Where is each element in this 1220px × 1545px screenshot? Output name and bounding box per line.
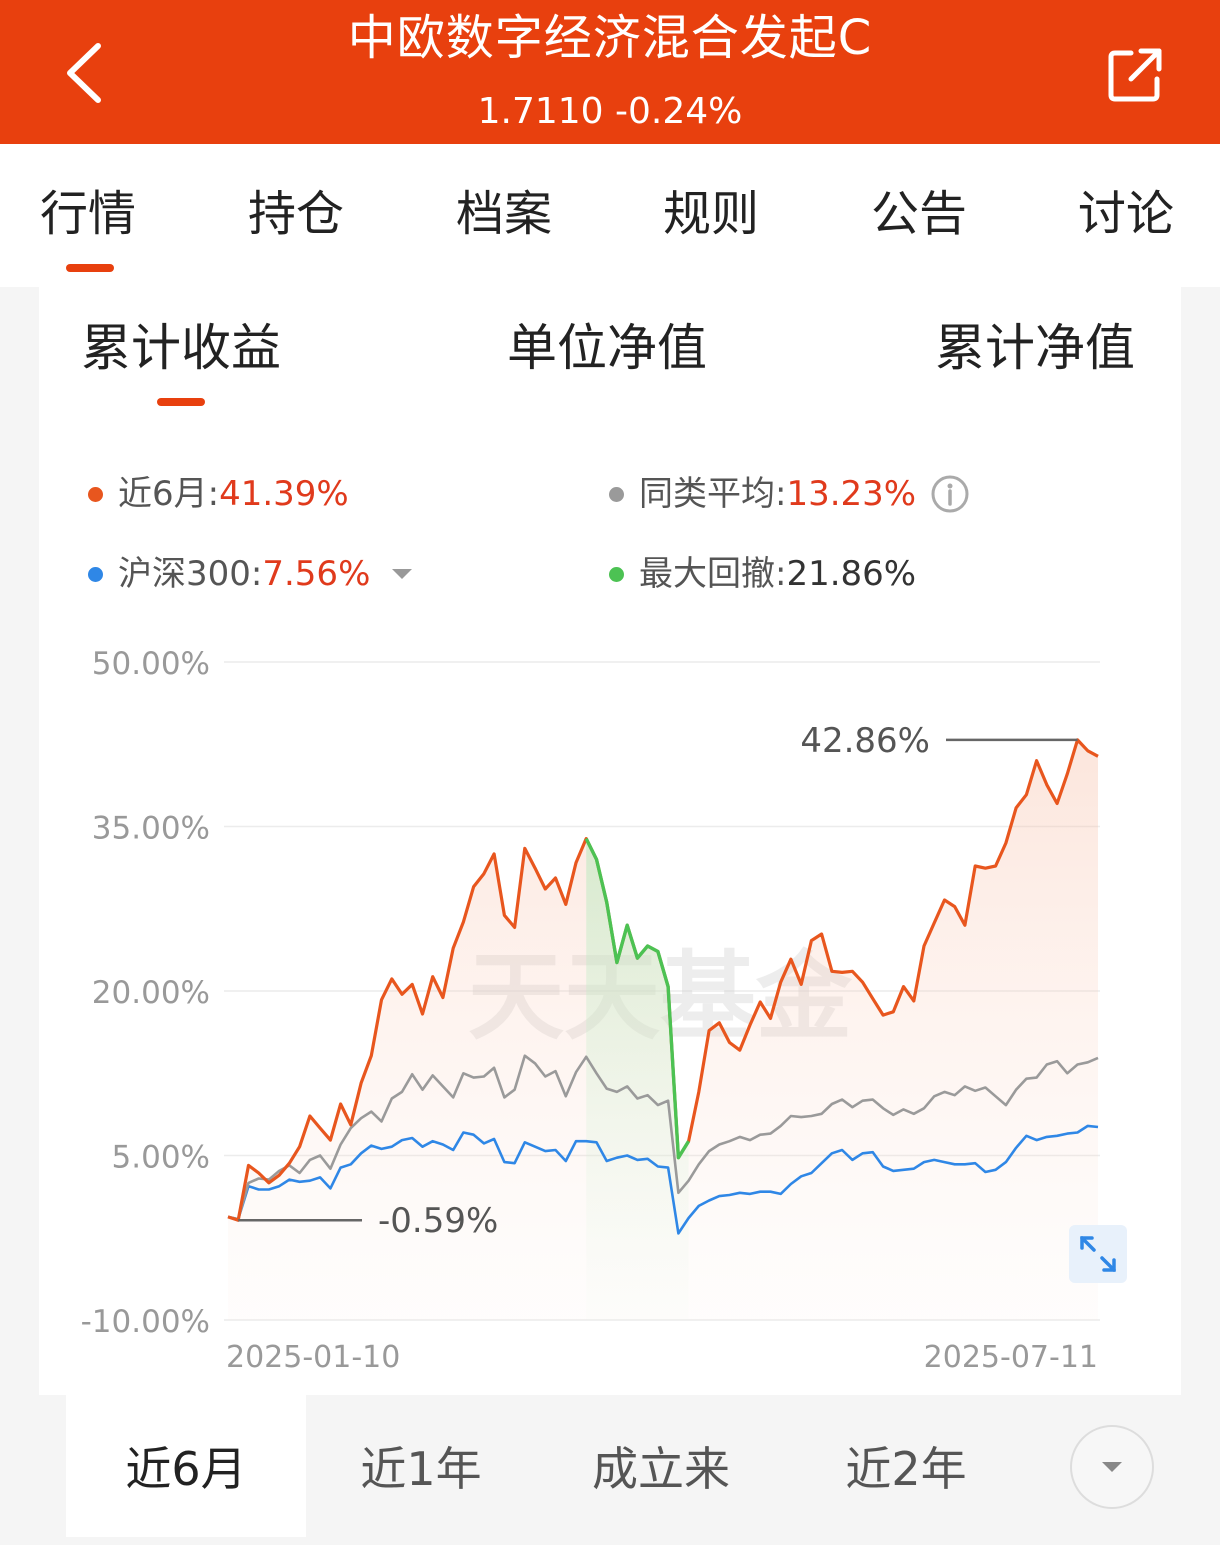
- legend-peer-label: 同类平均:: [639, 474, 787, 514]
- period-2y[interactable]: 近2年: [845, 1442, 967, 1496]
- expand-arrows-icon: [1080, 1236, 1116, 1272]
- peer-average-line: [227, 1054, 1099, 1221]
- tab-profile[interactable]: 档案: [456, 186, 553, 242]
- peer-dot: [609, 486, 624, 502]
- legend-drawdown-label: 最大回撤:: [639, 554, 787, 594]
- subtab-cumulative-nav[interactable]: 累计净值: [935, 319, 1135, 377]
- caret-down-icon[interactable]: [390, 567, 414, 581]
- top-tab-bar: 行情 持仓 档案 规则 公告 讨论: [0, 144, 1220, 287]
- page-title: 中欧数字经济混合发起C: [347, 10, 873, 66]
- expand-button[interactable]: [1069, 1225, 1127, 1283]
- period-6m[interactable]: 近6月: [66, 1395, 306, 1537]
- active-subtab-indicator: [157, 398, 205, 406]
- x-start-label: 2025-01-10: [226, 1340, 400, 1375]
- period-since-inception[interactable]: 成立来: [592, 1442, 730, 1496]
- period-selector: 近6月 近1年 成立来 近2年: [0, 1395, 1220, 1545]
- legend-index[interactable]: 沪深300: 7.56%: [88, 552, 414, 596]
- subtab-unit-nav[interactable]: 单位净值: [507, 319, 707, 377]
- legend-fund-label: 近6月:: [118, 474, 220, 514]
- return-chart[interactable]: 天天基金 42.86%-0.59% 50.00%35.00%20.00%5.00…: [0, 0, 1220, 1395]
- chevron-left-icon: [67, 43, 101, 103]
- y-tick-label: 20.00%: [92, 975, 210, 1011]
- drawdown-area: [586, 838, 689, 1320]
- index-dot: [88, 566, 103, 582]
- tab-rules[interactable]: 规则: [663, 186, 760, 242]
- y-tick-label: 50.00%: [92, 646, 210, 682]
- y-tick-label: 35.00%: [92, 811, 210, 847]
- legend-fund-value: 41.39%: [219, 474, 349, 514]
- more-periods-button[interactable]: [1070, 1425, 1154, 1509]
- legend-peer: 同类平均: 13.23%: [609, 472, 970, 516]
- tab-announcements[interactable]: 公告: [871, 186, 968, 242]
- y-tick-label: -10.00%: [81, 1304, 210, 1340]
- max-return-label: 42.86%: [800, 721, 930, 761]
- legend-drawdown-value: 21.86%: [786, 554, 917, 594]
- fund-dot: [88, 486, 103, 502]
- share-external-icon: [1108, 48, 1162, 102]
- tab-holdings[interactable]: 持仓: [248, 186, 345, 242]
- period-1y[interactable]: 近1年: [360, 1442, 482, 1496]
- tab-market[interactable]: 行情: [40, 186, 137, 242]
- header: 中欧数字经济混合发起C 1.7110 -0.24%: [0, 0, 1220, 144]
- caret-down-icon: [1102, 1462, 1122, 1472]
- subtab-cumulative-return[interactable]: 累计收益: [81, 319, 281, 377]
- legend-index-label: 沪深300:: [118, 554, 263, 594]
- min-return-label: -0.59%: [378, 1201, 498, 1241]
- legend-peer-value: 13.23%: [786, 474, 917, 514]
- share-button[interactable]: [1100, 40, 1170, 110]
- legend-drawdown: 最大回撤: 21.86%: [609, 552, 916, 596]
- info-icon[interactable]: [930, 474, 970, 514]
- x-end-label: 2025-07-11: [924, 1340, 1098, 1375]
- legend-index-value: 7.56%: [262, 554, 371, 594]
- index-line: [227, 1124, 1099, 1235]
- legend-fund: 近6月: 41.39%: [88, 472, 349, 516]
- drawdown-dot: [609, 566, 624, 582]
- active-tab-indicator: [66, 264, 114, 272]
- nav-value-change: 1.7110 -0.24%: [477, 91, 743, 132]
- drawdown-line: [584, 837, 691, 1160]
- tab-discussion[interactable]: 讨论: [1078, 186, 1175, 242]
- back-button[interactable]: [54, 40, 114, 106]
- y-tick-label: 5.00%: [112, 1140, 210, 1176]
